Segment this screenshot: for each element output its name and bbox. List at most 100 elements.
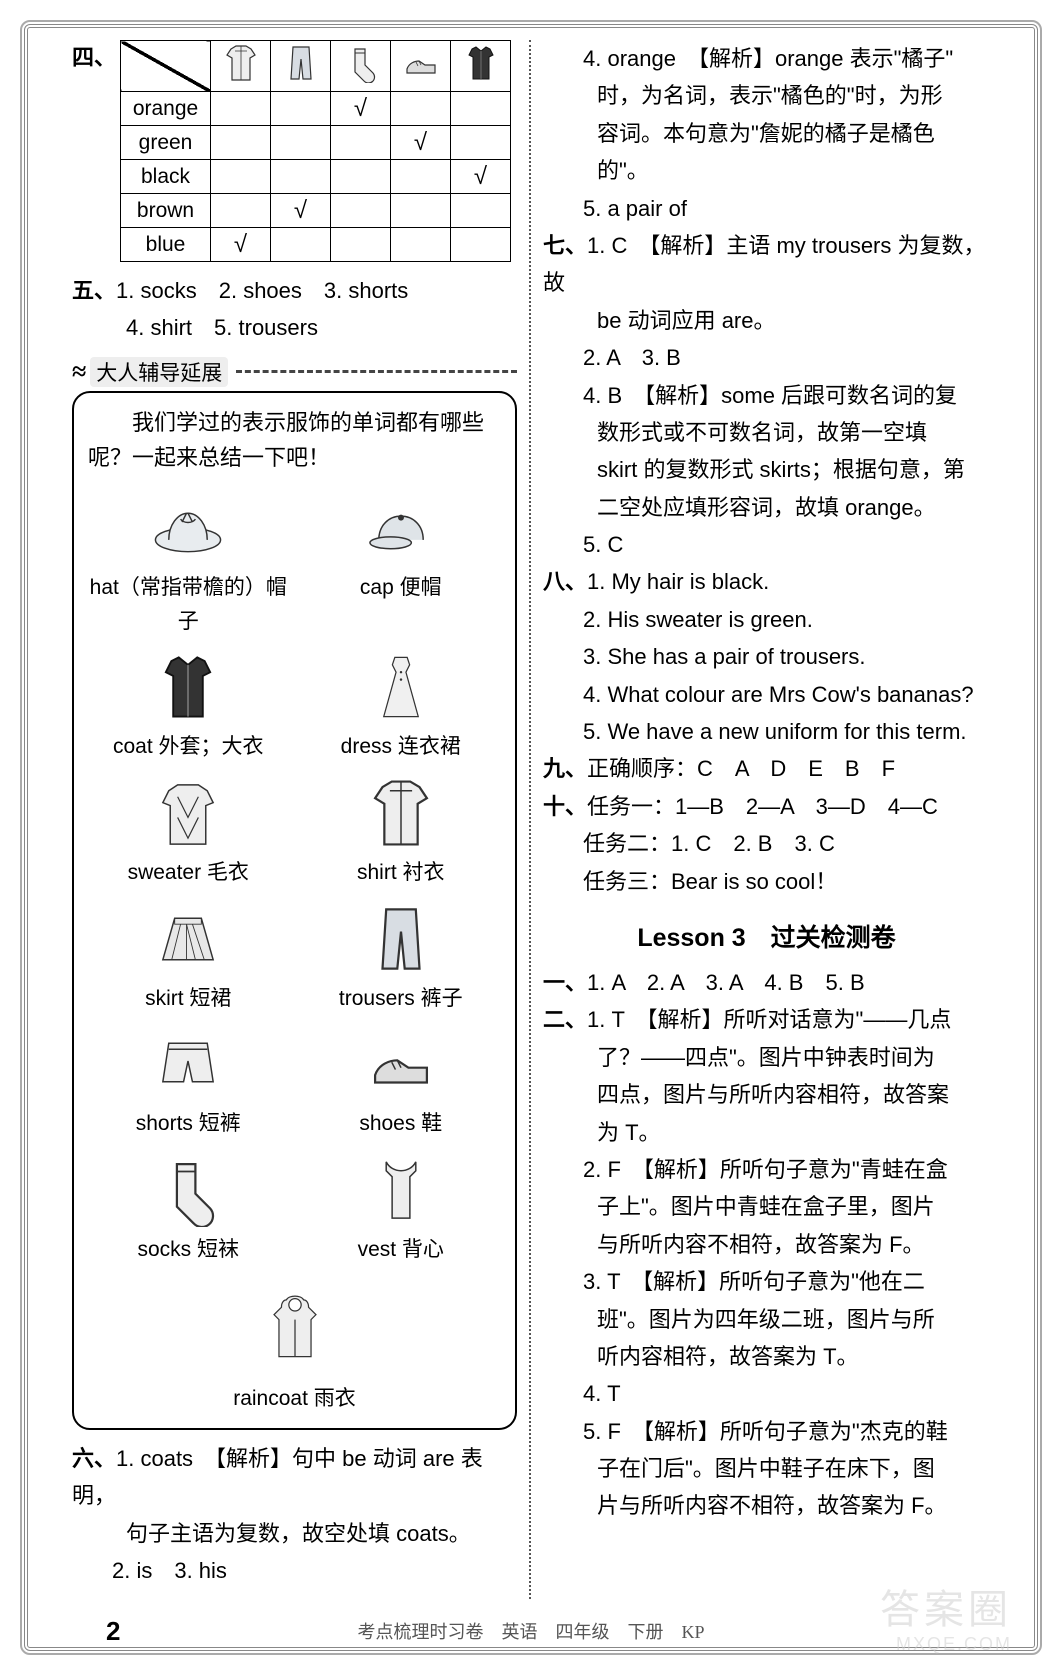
s7-l3c: skirt 的复数形式 skirts；根据句意，第 <box>543 451 990 488</box>
L1-label: 一、 <box>543 970 587 995</box>
s10-t2: 任务二：1. C 2. B 3. C <box>543 825 990 862</box>
cell <box>451 228 511 262</box>
section-8-label: 八、 <box>543 569 587 594</box>
vocab-label: socks 短袜 <box>88 1233 289 1267</box>
L2-i2a: 2. F 【解析】所听句子意为"青蛙在盒 <box>543 1151 990 1188</box>
cell <box>451 92 511 126</box>
col-coat <box>451 41 511 92</box>
cell <box>211 160 271 194</box>
s5-i1: 1. socks <box>116 278 197 303</box>
s10-t3: 任务三：Bear is so cool！ <box>543 863 990 900</box>
row-orange: orange <box>121 92 211 126</box>
vocab-socks: socks 短袜 <box>88 1147 289 1267</box>
section-7-label: 七、 <box>543 233 587 258</box>
r4b: 时，为名词，表示"橘色的"时，为形 <box>543 77 990 114</box>
extension-intro: 我们学过的表示服饰的单词都有哪些呢？一起来总结一下吧！ <box>88 405 501 475</box>
footer-text: 考点梳理时习卷 英语 四年级 下册 KP <box>357 1618 704 1644</box>
page-number: 2 <box>106 1616 120 1647</box>
table-corner <box>121 41 211 92</box>
vocab-shorts: shorts 短裤 <box>88 1021 289 1141</box>
r5: 5. a pair of <box>543 190 990 227</box>
col-shoes <box>391 41 451 92</box>
vocab-raincoat: raincoat 雨衣 <box>88 1272 501 1416</box>
col-socks <box>331 41 391 92</box>
s7-l4: 5. C <box>543 526 990 563</box>
section-6: 六、1. coats 【解析】句中 be 动词 are 表明， 句子主语为复数，… <box>72 1440 517 1590</box>
vocab-trousers: trousers 裤子 <box>301 896 502 1016</box>
s8-l1: 1. My hair is black. <box>587 569 769 594</box>
clothes-table: orange√green√black√brown√blue√ <box>120 40 511 262</box>
s7-l1: 1. C 【解析】主语 my trousers 为复数，故 <box>543 233 986 295</box>
L2-i5a: 5. F 【解析】所听句子意为"杰克的鞋 <box>543 1413 990 1450</box>
L2-label: 二、 <box>543 1007 587 1032</box>
s9-text: 正确顺序：C A D E B F <box>587 756 895 781</box>
vest-icon <box>364 1153 438 1227</box>
cell: √ <box>211 228 271 262</box>
section-4: 四、 orange√green√black√brown√blue√ <box>72 40 517 262</box>
vocab-label: shorts 短裤 <box>88 1107 289 1141</box>
section-9-label: 九、 <box>543 756 587 781</box>
section-10-label: 十、 <box>543 794 587 819</box>
cell <box>451 126 511 160</box>
col-shirt <box>211 41 271 92</box>
cell <box>331 194 391 228</box>
vocab-cap: cap 便帽 <box>301 485 502 638</box>
row-black: black <box>121 160 211 194</box>
check-icon: √ <box>414 129 427 156</box>
L2-i1b: 了？——四点"。图片中钟表时间为 <box>543 1039 990 1076</box>
s5-i2: 2. shoes <box>219 278 302 303</box>
vocab-vest: vest 背心 <box>301 1147 502 1267</box>
s8-l5: 5. We have a new uniform for this term. <box>543 713 990 750</box>
L2-i3c: 听内容相符，故答案为 T。 <box>543 1338 990 1375</box>
cell <box>271 228 331 262</box>
vocab-label: vest 背心 <box>301 1233 502 1267</box>
s5-i3: 3. shorts <box>324 278 408 303</box>
cell <box>271 126 331 160</box>
vocab-label: sweater 毛衣 <box>88 856 289 890</box>
vocab-label: hat（常指带檐的）帽子 <box>88 571 289 638</box>
s6-l2: 句子主语为复数，故空处填 coats。 <box>72 1515 517 1552</box>
L2-i2b: 子上"。图片中青蛙在盒子里，图片 <box>543 1188 990 1225</box>
cell <box>391 194 451 228</box>
shirt-icon <box>221 43 261 83</box>
cell <box>331 228 391 262</box>
vocab-label: shirt 衬衣 <box>301 856 502 890</box>
vocab-sweater: sweater 毛衣 <box>88 770 289 890</box>
lesson-3-title: Lesson 3 过关检测卷 <box>543 918 990 954</box>
shirt-icon <box>364 776 438 850</box>
s7-l2: 2. A 3. B <box>543 339 990 376</box>
row-green: green <box>121 126 211 160</box>
L2-i3a: 3. T 【解析】所听句子意为"他在二 <box>543 1263 990 1300</box>
socks-icon <box>341 43 381 83</box>
check-icon: √ <box>234 231 247 258</box>
row-blue: blue <box>121 228 211 262</box>
vocab-skirt: skirt 短裙 <box>88 896 289 1016</box>
cell: √ <box>451 160 511 194</box>
L2-i2c: 与所听内容不相符，故答案为 F。 <box>543 1226 990 1263</box>
s7-l3b: 数形式或不可数名词，故第一空填 <box>543 414 990 451</box>
s8-l2: 2. His sweater is green. <box>543 601 990 638</box>
raincoat-icon <box>258 1290 332 1364</box>
check-icon: √ <box>354 95 367 122</box>
cell: √ <box>391 126 451 160</box>
L2-i3b: 班"。图片为四年级二班，图片与所 <box>543 1301 990 1338</box>
L2-i1c: 四点，图片与所听内容相符，故答案 <box>543 1076 990 1113</box>
col-trousers <box>271 41 331 92</box>
skirt-icon <box>151 902 225 976</box>
vocab-label: cap 便帽 <box>301 571 502 605</box>
L2-i5c: 片与所听内容不相符，故答案为 F。 <box>543 1487 990 1524</box>
cell <box>391 228 451 262</box>
vocab-dress: dress 连衣裙 <box>301 644 502 764</box>
cell <box>391 160 451 194</box>
vocab-shoes: shoes 鞋 <box>301 1021 502 1141</box>
vocab-label: dress 连衣裙 <box>301 730 502 764</box>
vocab-shirt: shirt 衬衣 <box>301 770 502 890</box>
footer: 2 考点梳理时习卷 英语 四年级 下册 KP <box>60 1617 1002 1645</box>
vocab-label: trousers 裤子 <box>301 982 502 1016</box>
section-4-label: 四、 <box>72 40 116 72</box>
r4a: 4. orange 【解析】orange 表示"橘子" <box>543 40 990 77</box>
section-5: 五、1. socks 2. shoes 3. shorts 4. shirt 5… <box>72 272 517 347</box>
cell <box>211 126 271 160</box>
shoes-icon <box>364 1027 438 1101</box>
cell <box>271 92 331 126</box>
